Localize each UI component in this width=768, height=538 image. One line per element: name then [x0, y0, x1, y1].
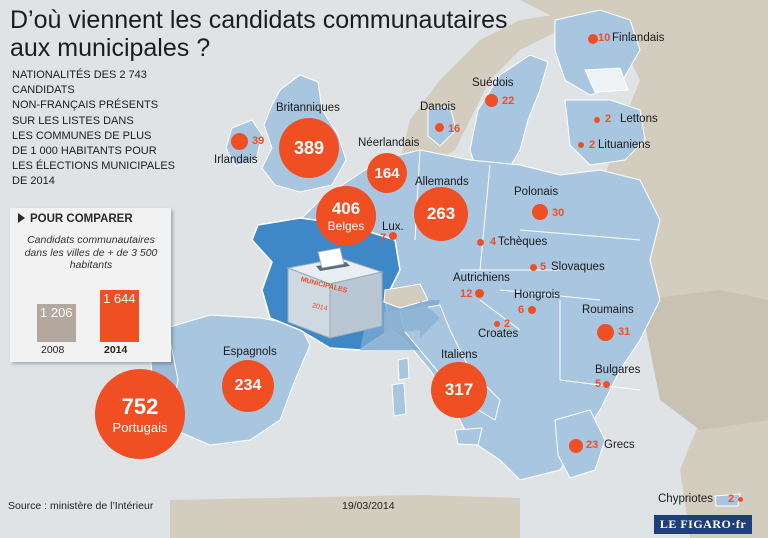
bubble-value: 406 [331, 199, 361, 218]
bubble-label: Belges [327, 219, 365, 233]
value-chypriotes: 2 [728, 493, 735, 505]
value-roumains: 31 [618, 326, 631, 338]
label-lituaniens: Lituaniens [598, 139, 651, 151]
label-italiens: Italiens [441, 349, 478, 361]
label-espagnols: Espagnols [223, 346, 277, 358]
value-slovaques: 5 [540, 261, 547, 273]
value-lettons: 2 [605, 113, 612, 125]
label-polonais: Polonais [514, 186, 559, 198]
bubble-britanniques: 389 [279, 118, 339, 178]
value-croates: 2 [504, 318, 511, 330]
bubble-label: Portugais [112, 419, 168, 435]
value-hongrois: 6 [518, 304, 525, 316]
label-grecs: Grecs [604, 439, 635, 451]
sardinia [391, 382, 407, 417]
subtitle: NATIONALITÉS DES 2 743 CANDIDATS NON-FRA… [12, 69, 176, 188]
value-bulgares: 5 [595, 378, 602, 390]
compare-note: Candidats communautaires dans les villes… [24, 234, 158, 271]
compare-heading-text: POUR COMPARER [30, 213, 133, 225]
dot-autrichiens [475, 289, 484, 298]
compare-heading: POUR COMPARER [18, 213, 133, 225]
compare-year-2008: 2008 [41, 344, 65, 356]
sicily [454, 427, 483, 446]
play-triangle-icon [18, 213, 25, 223]
compare-bar-value: 1 206 [40, 305, 73, 320]
dot-croates [494, 321, 500, 327]
bubble-italiens: 317 [431, 362, 487, 418]
bubble-portugais: 752 Portugais [95, 369, 185, 459]
bubble-neerlandais: 164 [367, 153, 407, 193]
label-suedois: Suédois [472, 77, 514, 89]
north-africa [170, 495, 520, 538]
bubble-belges: 406 Belges [316, 186, 376, 246]
bubble-allemands: 263 [414, 187, 468, 241]
corsica [397, 357, 410, 381]
value-polonais: 30 [552, 207, 565, 219]
label-tcheques: Tchèques [498, 236, 548, 248]
label-hongrois: Hongrois [514, 289, 561, 301]
cyprus [714, 493, 741, 507]
bubble-value: 752 [121, 393, 159, 419]
dot-grecs [569, 439, 583, 453]
value-irlandais: 39 [252, 135, 265, 147]
label-allemands: Allemands [415, 176, 469, 188]
label-slovaques: Slovaques [551, 261, 605, 273]
label-croates: Croates [478, 328, 519, 340]
compare-box: POUR COMPARER Candidats communautaires d… [10, 208, 171, 362]
dot-suedois [485, 94, 498, 107]
compare-bar-2014: 1 644 [100, 290, 139, 342]
value-finlandais: 10 [598, 32, 611, 44]
source-note: Source : ministère de l’Intérieur [8, 500, 154, 512]
label-lettons: Lettons [620, 113, 658, 125]
figaro-logo[interactable]: LE FIGARO·fr [654, 515, 752, 534]
value-lituaniens: 2 [589, 139, 596, 151]
label-neerlandais: Néerlandais [358, 137, 420, 149]
dot-bulgares [603, 381, 610, 388]
bubble-espagnols: 234 [222, 360, 274, 412]
baltic-states [564, 99, 646, 166]
value-autrichiens: 12 [460, 288, 473, 300]
dot-danois [435, 123, 444, 132]
label-roumains: Roumains [582, 304, 634, 316]
dot-chypriotes [738, 497, 743, 502]
dot-slovaques [530, 264, 537, 271]
page-title: D’où viennent les candidats communautair… [10, 6, 508, 62]
label-chypriotes: Chypriotes [658, 493, 713, 505]
label-autrichiens: Autrichiens [453, 272, 510, 284]
ballot-box-illustration [286, 247, 384, 339]
dot-polonais [532, 204, 548, 220]
label-danois: Danois [420, 101, 456, 113]
compare-bar-value: 1 644 [103, 291, 136, 306]
dot-hongrois [528, 306, 536, 314]
non-eu-land-east [640, 290, 768, 430]
value-suedois: 22 [502, 95, 515, 107]
label-britanniques: Britanniques [276, 102, 340, 114]
value-danois: 16 [448, 123, 461, 135]
dot-lituaniens [578, 142, 584, 148]
label-lux: Lux. [382, 221, 404, 233]
value-grecs: 23 [586, 439, 599, 451]
label-bulgares: Bulgares [595, 364, 641, 376]
dot-roumains [597, 324, 614, 341]
label-irlandais: Irlandais [214, 154, 258, 166]
switzerland [383, 283, 429, 309]
dot-irlandais [231, 133, 248, 150]
dot-lettons [594, 117, 600, 123]
compare-year-2014: 2014 [104, 344, 128, 356]
label-finlandais: Finlandais [612, 32, 665, 44]
compare-bar-2008: 1 206 [37, 304, 76, 342]
dot-lux [389, 232, 397, 240]
estonia [584, 67, 629, 93]
dot-finlandais [588, 34, 598, 44]
date-note: 19/03/2014 [342, 500, 395, 512]
arrow-shape [384, 300, 440, 338]
value-lux: 7 [380, 232, 387, 244]
value-tcheques: 4 [490, 236, 497, 248]
dot-tcheques [477, 239, 484, 246]
